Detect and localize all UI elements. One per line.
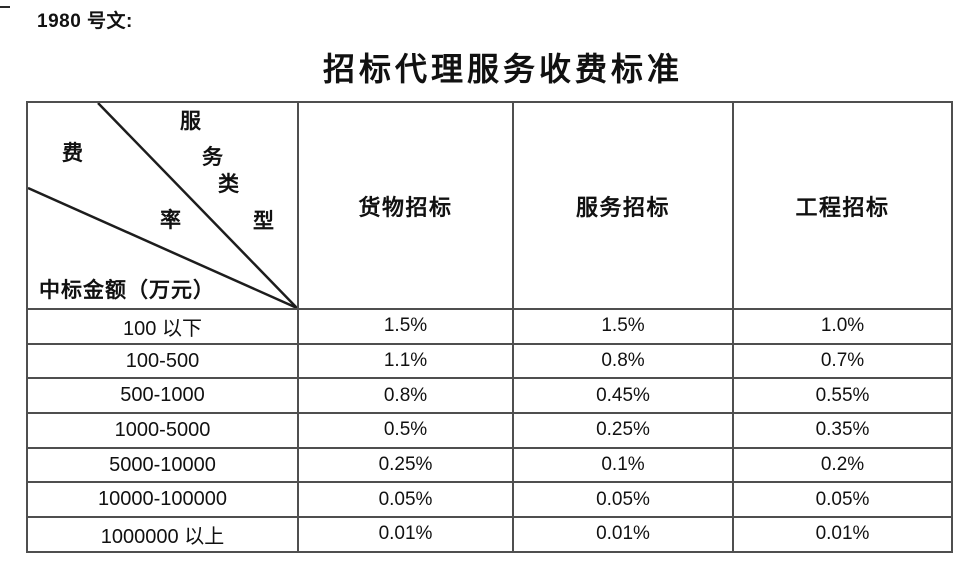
rate-cell: 0.2%	[732, 446, 953, 484]
diagonal-divider-lines	[29, 104, 296, 307]
amount-range-cell: 10000-100000	[26, 481, 299, 519]
column-header-goods-bidding: 货物招标	[297, 101, 514, 310]
rate-cell: 0.01%	[512, 516, 734, 553]
rate-cell: 0.8%	[512, 342, 734, 380]
table-row: 10000-100000 0.05% 0.05% 0.05%	[26, 481, 953, 519]
rate-cell: 1.0%	[732, 308, 953, 345]
rate-cell: 0.05%	[512, 481, 734, 519]
scan-artifact-mark	[0, 6, 10, 8]
rate-cell: 0.5%	[297, 412, 514, 449]
rate-cell: 0.8%	[297, 377, 514, 415]
amount-range-cell: 500-1000	[26, 377, 299, 415]
column-header-works-bidding: 工程招标	[732, 101, 953, 310]
rate-cell: 0.01%	[732, 516, 953, 553]
rate-cell: 0.25%	[512, 412, 734, 449]
rate-cell: 0.45%	[512, 377, 734, 415]
rate-cell: 1.5%	[297, 308, 514, 345]
corner-service-char-3: 类	[218, 172, 239, 196]
rate-cell: 0.25%	[297, 446, 514, 484]
rate-cell: 0.1%	[512, 446, 734, 484]
table-row: 1000-5000 0.5% 0.25% 0.35%	[26, 412, 953, 449]
table-row: 1000000 以上 0.01% 0.01% 0.01%	[26, 516, 953, 553]
rate-cell: 1.5%	[512, 308, 734, 345]
rate-cell: 0.35%	[732, 412, 953, 449]
amount-range-cell: 100 以下	[26, 308, 299, 345]
table-row: 100-500 1.1% 0.8% 0.7%	[26, 342, 953, 380]
page-title: 招标代理服务收费标准	[322, 51, 683, 87]
amount-range-cell: 1000000 以上	[26, 516, 299, 553]
rate-cell: 0.05%	[732, 481, 953, 519]
corner-service-char-4: 型	[253, 209, 274, 233]
column-header-service-bidding: 服务招标	[512, 101, 734, 310]
corner-fee-char: 费	[62, 141, 83, 165]
rate-cell: 0.05%	[297, 481, 514, 519]
doc-number-label: 1980 号文:	[37, 11, 133, 32]
corner-amount-label: 中标金额（万元）	[39, 278, 215, 302]
table-corner-cell: 费 服 务 类 率 型 中标金额（万元）	[26, 101, 299, 310]
amount-range-cell: 5000-10000	[26, 446, 299, 484]
rate-cell: 0.55%	[732, 377, 953, 415]
table-header-row: 费 服 务 类 率 型 中标金额（万元） 货物招标 服务招标 工程招标	[26, 101, 953, 310]
corner-service-char-2: 务	[202, 145, 223, 169]
rate-cell: 0.7%	[732, 342, 953, 380]
amount-range-cell: 100-500	[26, 342, 299, 380]
rate-cell: 0.01%	[297, 516, 514, 553]
table-row: 100 以下 1.5% 1.5% 1.0%	[26, 308, 953, 345]
corner-service-char-1: 服	[180, 109, 201, 133]
amount-range-cell: 1000-5000	[26, 412, 299, 449]
table-row: 5000-10000 0.25% 0.1% 0.2%	[26, 446, 953, 484]
rate-cell: 1.1%	[297, 342, 514, 380]
table-row: 500-1000 0.8% 0.45% 0.55%	[26, 377, 953, 415]
fee-standard-table: 费 服 务 类 率 型 中标金额（万元） 货物招标 服务招标 工程招标 100 …	[26, 101, 953, 553]
corner-rate-char: 率	[160, 208, 181, 232]
